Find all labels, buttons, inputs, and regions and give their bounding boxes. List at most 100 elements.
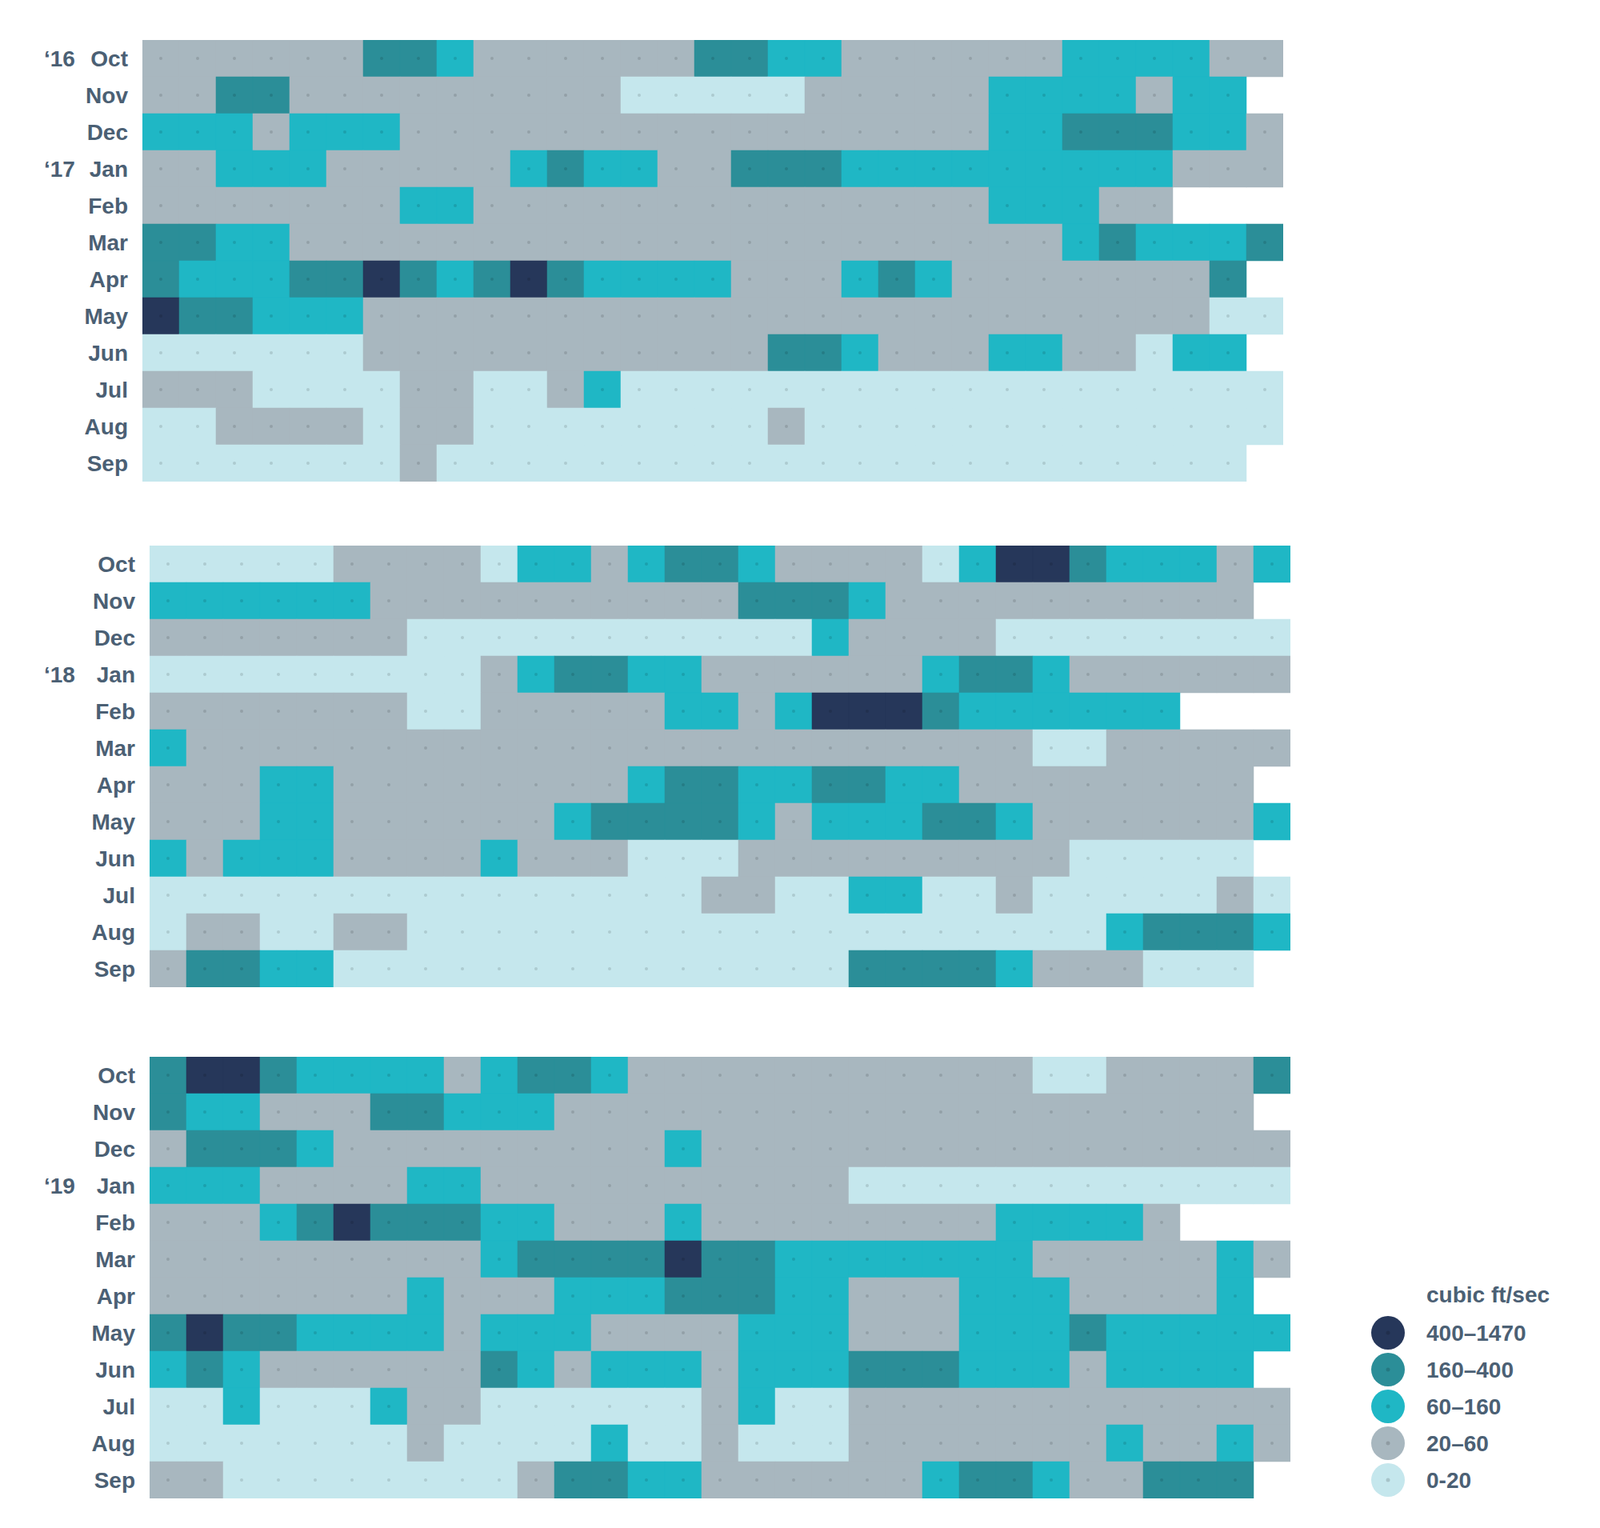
cell — [1106, 582, 1144, 620]
bead-hole — [968, 314, 972, 318]
cell — [1069, 876, 1107, 914]
bead-hole — [718, 930, 722, 934]
cell — [370, 692, 408, 730]
cell — [400, 224, 437, 261]
bead-hole — [1079, 314, 1083, 318]
cell — [996, 1093, 1033, 1131]
cell — [149, 1240, 187, 1278]
cell — [885, 950, 923, 988]
cell — [775, 729, 812, 767]
cell — [775, 582, 812, 620]
cell — [768, 76, 805, 114]
bead-hole — [424, 1220, 428, 1224]
cell — [554, 1314, 592, 1352]
bead-hole — [313, 893, 317, 897]
bead-hole — [313, 1184, 317, 1188]
bead-hole — [1049, 636, 1053, 640]
bead-hole — [608, 1147, 612, 1151]
bead-hole — [527, 167, 531, 171]
bead-hole — [387, 1257, 391, 1261]
cell — [1172, 76, 1210, 114]
cell — [628, 766, 665, 804]
cell — [149, 1314, 187, 1352]
cell — [878, 113, 916, 151]
cell — [370, 729, 408, 767]
cell — [959, 840, 996, 877]
bead-hole — [1196, 1147, 1200, 1151]
bead-hole — [453, 240, 457, 244]
bead-hole — [968, 351, 972, 355]
cell — [142, 334, 180, 372]
cell — [591, 1056, 628, 1094]
cell — [1253, 803, 1291, 840]
cell — [223, 913, 260, 951]
cell — [812, 876, 849, 914]
cell — [584, 371, 621, 408]
bead-hole — [269, 388, 273, 392]
cell — [812, 766, 849, 804]
cell — [1216, 1277, 1254, 1315]
bead-hole — [1270, 672, 1274, 676]
bead-hole — [313, 709, 317, 713]
cell — [149, 1130, 187, 1168]
month-label: Sep — [87, 451, 128, 476]
cell — [363, 224, 400, 261]
cell — [1069, 1056, 1107, 1094]
cell — [1025, 150, 1063, 188]
cell — [664, 729, 702, 767]
bead-hole — [674, 56, 678, 60]
bead-hole — [534, 930, 538, 934]
bead-hole — [939, 856, 943, 860]
bead-hole — [608, 672, 612, 676]
cell — [142, 150, 180, 188]
cell — [885, 729, 923, 767]
bead-hole — [460, 1147, 464, 1151]
bead-hole — [1196, 1110, 1200, 1114]
bead-hole — [976, 1147, 980, 1151]
bead-hole — [1160, 599, 1164, 603]
cell — [952, 297, 989, 335]
bead-hole — [387, 930, 391, 934]
cell — [260, 950, 297, 988]
cell — [1143, 1314, 1180, 1352]
cell — [959, 1204, 996, 1241]
bead-hole — [644, 709, 648, 713]
bead-hole — [865, 893, 869, 897]
bead-hole — [1005, 461, 1009, 465]
bead-hole — [1042, 240, 1046, 244]
cell — [959, 1314, 996, 1352]
cell — [1143, 950, 1180, 988]
cell — [996, 545, 1033, 583]
bead-hole — [276, 672, 280, 676]
bead-hole — [1233, 820, 1237, 824]
bead-hole — [460, 672, 464, 676]
bead-hole — [865, 820, 869, 824]
cell — [296, 1277, 334, 1315]
bead-hole — [1049, 1331, 1053, 1335]
bead-hole — [534, 636, 538, 640]
cell — [333, 582, 371, 620]
cell — [1172, 260, 1210, 298]
bead-hole — [1086, 1073, 1090, 1077]
bead-hole — [564, 314, 568, 318]
bead-hole — [350, 1257, 354, 1261]
bead-hole — [681, 930, 685, 934]
cell — [186, 1204, 224, 1241]
bead-hole — [1086, 746, 1090, 750]
bead-hole — [792, 1294, 796, 1298]
cell — [480, 1093, 518, 1131]
bead-hole — [196, 351, 200, 355]
bead-hole — [976, 1294, 980, 1298]
cell — [333, 803, 371, 840]
bead-hole — [755, 562, 759, 566]
cell — [1062, 113, 1100, 151]
bead-hole — [269, 56, 273, 60]
cell — [260, 1130, 297, 1168]
cell — [1069, 729, 1107, 767]
bead-hole — [828, 672, 832, 676]
bead-hole — [276, 636, 280, 640]
bead-hole — [608, 1294, 612, 1298]
cell — [260, 619, 297, 656]
bead-hole — [976, 636, 980, 640]
cell — [333, 619, 371, 656]
